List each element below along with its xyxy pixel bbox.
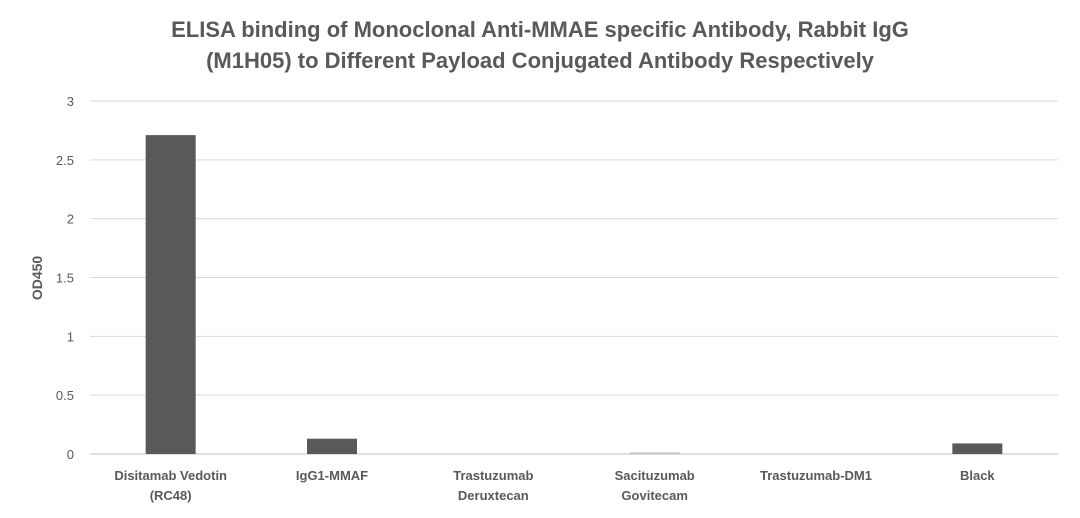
bar xyxy=(145,135,196,454)
gridlines xyxy=(90,100,1058,455)
x-category-label: IgG1-MMAF xyxy=(296,468,368,483)
y-tick-label: 3 xyxy=(67,94,74,109)
x-category-label: Disitamab Vedotin (RC48) xyxy=(114,468,227,503)
y-tick-label: 1.5 xyxy=(56,271,74,286)
y-axis-tick-labels: 0 0.5 1 1.5 2 2.5 3 xyxy=(56,94,74,462)
x-category-label: Trastuzumab-DM1 xyxy=(760,468,872,483)
chart-title-line-2: (M1H05) to Different Payload Conjugated … xyxy=(206,48,874,73)
bar xyxy=(629,452,680,454)
y-tick-label: 2 xyxy=(67,212,74,227)
y-tick-label: 1 xyxy=(67,329,74,344)
x-category-label: Sacituzumab Govitecam xyxy=(615,468,695,503)
x-axis-category-labels: Disitamab Vedotin (RC48) IgG1-MMAF Trastuzu… xyxy=(114,468,995,503)
chart-title: ELISA binding of Monoclonal Anti-MMAE sp… xyxy=(0,14,1080,76)
bar xyxy=(307,438,357,454)
y-axis-label: OD450 xyxy=(29,256,45,301)
y-tick-label: 2.5 xyxy=(56,153,74,168)
bars xyxy=(145,135,1003,454)
chart-title-line-1: ELISA binding of Monoclonal Anti-MMAE sp… xyxy=(171,17,909,42)
bar xyxy=(952,443,1003,454)
x-category-label: Black xyxy=(960,468,995,483)
y-tick-label: 0.5 xyxy=(56,388,74,403)
x-category-label: Trastuzumab Deruxtecan xyxy=(453,468,533,503)
y-tick-label: 0 xyxy=(67,447,74,462)
